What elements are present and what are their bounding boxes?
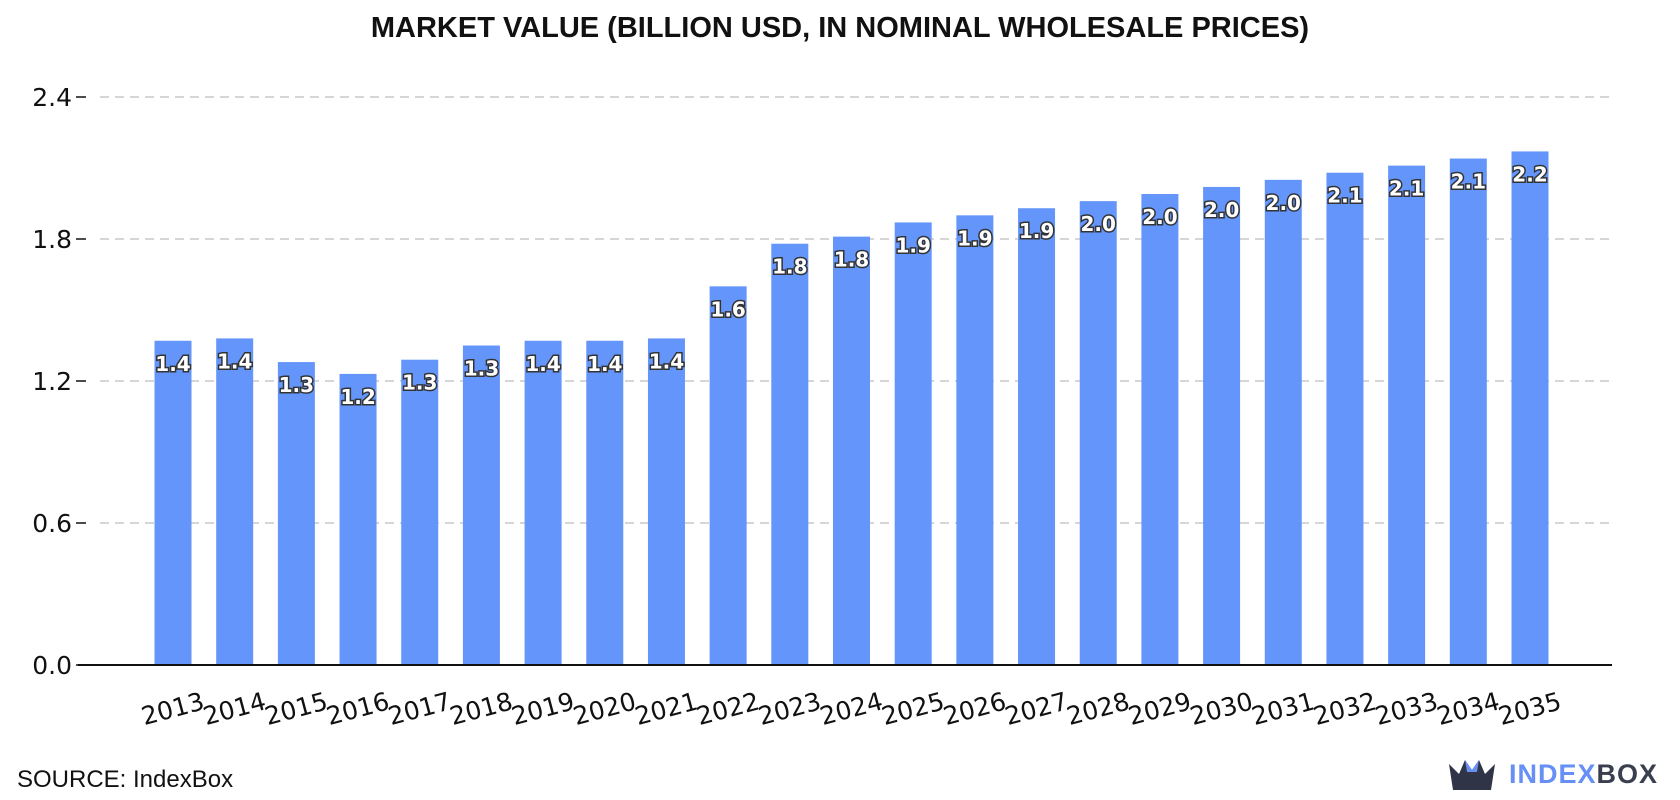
- indexbox-logo: INDEXBOX: [1447, 756, 1658, 792]
- x-tick-label: 2025: [879, 687, 948, 731]
- bar: [154, 340, 192, 665]
- x-tick-label: 2021: [632, 687, 701, 731]
- x-tick-label: 2019: [508, 687, 577, 731]
- x-tick-label: 2018: [447, 687, 516, 731]
- bar: [216, 338, 254, 665]
- bar: [1141, 194, 1179, 666]
- bar: [339, 373, 377, 665]
- bar-value-label: 1.3: [279, 373, 314, 397]
- bar-value-label: 2.0: [1142, 205, 1177, 229]
- bar: [709, 286, 747, 665]
- y-axis: 0.0 0.6 1.2 1.8 2.4: [32, 83, 86, 680]
- x-tick-label: 2015: [262, 687, 331, 731]
- bar: [277, 362, 315, 665]
- bar-value-label: 1.4: [155, 352, 190, 376]
- x-tick-label: 2023: [755, 687, 824, 731]
- bar-value-label: 1.4: [525, 352, 560, 376]
- x-tick-label: 2035: [1495, 687, 1564, 731]
- x-tick-label: 2028: [1064, 687, 1133, 731]
- bar-value-label: 2.2: [1512, 162, 1547, 186]
- brand-part-box: BOX: [1596, 758, 1658, 789]
- y-tick-label: 0.6: [32, 509, 72, 538]
- bar: [1018, 208, 1056, 665]
- x-tick-label: 2033: [1372, 687, 1441, 731]
- bar-value-label: 1.9: [895, 233, 930, 257]
- y-tick-label: 1.8: [32, 225, 72, 254]
- bar: [771, 243, 809, 665]
- x-tick-label: 2027: [1002, 687, 1071, 731]
- bar-value-label: 1.8: [834, 248, 869, 272]
- bar-value-label: 1.3: [464, 357, 499, 381]
- bar: [586, 340, 624, 665]
- bar-value-label: 1.2: [340, 385, 375, 409]
- x-tick-label: 2029: [1125, 687, 1194, 731]
- x-tick-label: 2032: [1310, 687, 1379, 731]
- bar-value-label: 2.1: [1451, 170, 1486, 194]
- bar-value-label: 1.4: [649, 349, 684, 373]
- x-tick-label: 2031: [1249, 687, 1318, 731]
- x-tick-label: 2013: [138, 687, 207, 731]
- bar-value-label: 2.0: [1081, 212, 1116, 236]
- y-tick-label: 2.4: [32, 83, 72, 112]
- chart-title: MARKET VALUE (BILLION USD, IN NOMINAL WH…: [370, 12, 1310, 44]
- x-tick-label: 2034: [1434, 687, 1503, 731]
- bar: [1511, 151, 1549, 665]
- bars: 1.4 1.4 1.3 1.2 1.3 1.3 1.4 1.4 1.4 1.6 1.8 1.8 1.9 1…: [154, 151, 1549, 666]
- bar-value-label: 2.1: [1389, 177, 1424, 201]
- source-note: SOURCE: IndexBox: [17, 766, 234, 793]
- bar: [401, 359, 439, 665]
- x-tick-label: 2014: [200, 687, 269, 731]
- x-tick-label: 2026: [940, 687, 1009, 731]
- x-tick-label: 2024: [817, 687, 886, 731]
- bar: [1326, 172, 1364, 665]
- crown-box-icon: [1448, 760, 1495, 790]
- bar: [833, 236, 870, 665]
- x-tick-label: 2022: [693, 687, 762, 731]
- bar: [1449, 158, 1487, 666]
- x-tick-label: 2017: [385, 687, 454, 731]
- y-tick-label: 1.2: [32, 367, 72, 396]
- bar: [1264, 179, 1302, 666]
- bar-value-label: 1.4: [217, 349, 252, 373]
- bar: [647, 338, 685, 665]
- bar: [1079, 201, 1117, 665]
- bar-value-label: 1.4: [587, 352, 622, 376]
- bar: [956, 215, 994, 666]
- brand-part-index: INDEX: [1508, 758, 1597, 789]
- bar-value-label: 1.9: [1019, 219, 1054, 243]
- bar: [894, 222, 932, 665]
- bar: [1388, 165, 1426, 665]
- x-axis: 2013201420152016201720182019202020212022…: [78, 664, 1612, 731]
- bar: [462, 345, 500, 665]
- bar: [524, 340, 562, 665]
- bar-value-label: 1.9: [957, 226, 992, 250]
- bar-value-label: 1.8: [772, 255, 807, 279]
- x-tick-label: 2016: [323, 687, 392, 731]
- y-tick-label: 0.0: [32, 651, 72, 680]
- bar-value-label: 1.6: [710, 297, 745, 321]
- x-tick-label: 2020: [570, 687, 639, 731]
- bar: [1203, 186, 1241, 665]
- x-tick-label: 2030: [1187, 687, 1256, 731]
- bar-value-label: 1.3: [402, 371, 437, 395]
- bar-value-label: 2.1: [1327, 184, 1362, 208]
- brand-wordmark: INDEXBOX: [1509, 759, 1658, 790]
- bar-value-label: 2.0: [1204, 198, 1239, 222]
- bar-value-label: 2.0: [1266, 191, 1301, 215]
